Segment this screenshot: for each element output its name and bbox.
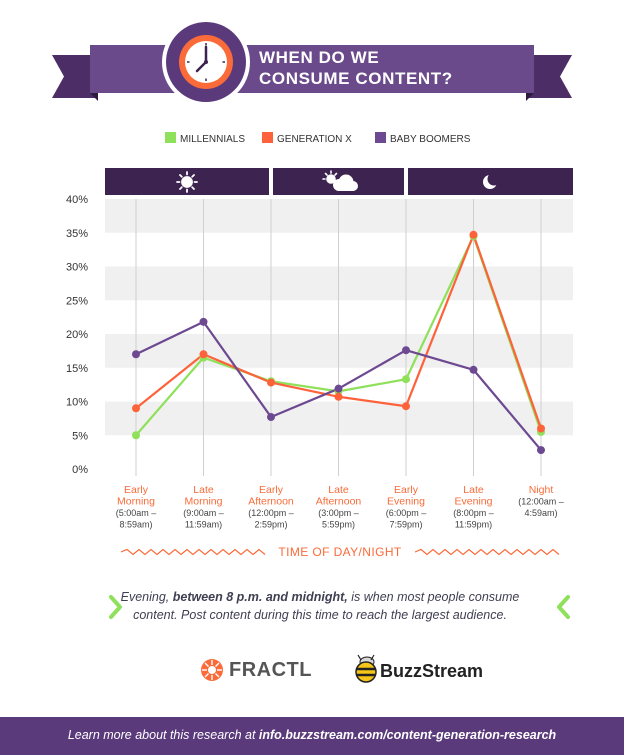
data-point-millennials: [132, 431, 140, 440]
caption: Evening, between 8 p.m. and midnight, is…: [120, 588, 520, 624]
data-point-generation-x: [267, 378, 275, 387]
legend-swatch: [375, 132, 386, 143]
x-category-label: (8:00pm –: [453, 508, 494, 518]
data-point-baby-boomers: [334, 384, 343, 393]
title-line-2: CONSUME CONTENT?: [259, 69, 453, 88]
x-category-label: Afternoon: [248, 496, 294, 508]
y-axis: 0% 5% 10% 15% 20% 25% 30% 35% 40%: [66, 194, 88, 476]
data-point-baby-boomers: [469, 365, 478, 374]
sun-icon: [176, 171, 198, 193]
data-point-generation-x: [132, 404, 140, 413]
x-category-label: 11:59pm): [455, 520, 492, 530]
x-category-label: (5:00am –: [116, 508, 157, 518]
x-category-label: (12:00am –: [518, 497, 564, 507]
data-point-generation-x: [537, 424, 545, 433]
x-category-label: Evening: [455, 496, 493, 508]
x-category-label: Night: [529, 484, 554, 496]
y-tick-label: 25%: [66, 295, 88, 307]
legend-label: BABY BOOMERS: [390, 134, 471, 145]
data-point-baby-boomers: [132, 350, 140, 359]
data-point-generation-x: [402, 402, 410, 411]
legend-label: GENERATION X: [277, 134, 352, 145]
x-category-label: Afternoon: [316, 496, 362, 508]
x-category-label: (3:00pm –: [318, 508, 359, 518]
caption-pre: Evening,: [120, 590, 173, 604]
x-category-label: 11:59am): [185, 520, 222, 530]
title-ribbon: WHEN DO WE CONSUME CONTENT?: [52, 18, 572, 106]
title-line-1: WHEN DO WE: [259, 48, 379, 67]
x-category-label: (9:00am –: [183, 508, 224, 518]
x-category-label: Late: [328, 484, 349, 496]
clock-icon: [179, 35, 233, 89]
legend-label: MILLENNIALS: [180, 134, 245, 145]
x-category-label: 8:59am): [119, 520, 152, 530]
x-category-label: Evening: [387, 496, 425, 508]
caption-post: is when most people consume content. Pos…: [133, 590, 520, 622]
caption-bold: between 8 p.m. and midnight,: [172, 590, 348, 604]
data-point-millennials: [402, 375, 410, 384]
x-category-label: 4:59am): [524, 508, 557, 518]
y-tick-label: 35%: [66, 228, 88, 240]
chevron-left-icon: [557, 595, 570, 619]
data-point-generation-x: [334, 392, 343, 401]
buzzstream-logo-text: BuzzStream: [380, 661, 484, 681]
fractl-logo-text: FRACTL: [229, 659, 312, 681]
category-lines: [135, 199, 542, 476]
period-bars: [105, 168, 573, 195]
legend-swatch: [165, 132, 176, 143]
data-point-baby-boomers: [402, 346, 410, 355]
x-category-label: Morning: [185, 496, 223, 508]
x-category-label: Early: [259, 484, 284, 496]
footer-text: Learn more about this research at info.b…: [0, 728, 624, 742]
fractl-logo-icon: [201, 659, 223, 681]
squiggle-left: [120, 548, 266, 556]
x-axis-title: TIME OF DAY/NIGHT: [120, 545, 560, 559]
legend-swatch: [262, 132, 273, 143]
y-tick-label: 30%: [66, 262, 88, 274]
legend: MILLENNIALS GENERATION X BABY BOOMERS: [165, 132, 471, 145]
footer-bar: Learn more about this research at info.b…: [0, 717, 624, 755]
data-point-baby-boomers: [537, 446, 545, 455]
y-tick-label: 10%: [66, 397, 88, 409]
x-axis-title-text: TIME OF DAY/NIGHT: [278, 545, 402, 559]
x-category-label: Morning: [117, 496, 155, 508]
x-category-label: (6:00pm –: [386, 508, 427, 518]
y-tick-label: 5%: [72, 430, 88, 442]
x-category-label: Early: [394, 484, 419, 496]
y-tick-label: 0%: [72, 464, 88, 476]
x-category-label: Early: [124, 484, 149, 496]
series-lines: [132, 230, 545, 455]
footer-pre: Learn more about this research at: [67, 728, 259, 742]
sun-cloud-icon: [322, 170, 358, 191]
footer-link[interactable]: info.buzzstream.com/content-generation-r…: [258, 728, 557, 742]
data-point-generation-x: [469, 230, 478, 239]
moon-icon: [483, 172, 501, 189]
data-point-baby-boomers: [267, 413, 275, 422]
x-category-label: Late: [193, 484, 214, 496]
squiggle-right: [414, 548, 560, 556]
buzzstream-bee-icon: [355, 654, 377, 683]
data-point-generation-x: [199, 350, 208, 359]
x-category-label: 2:59pm): [254, 520, 287, 530]
data-point-baby-boomers: [199, 317, 208, 326]
y-tick-label: 15%: [66, 363, 88, 375]
x-category-label: 7:59pm): [389, 520, 422, 530]
y-tick-label: 40%: [66, 194, 88, 206]
x-category-label: 5:59pm): [322, 520, 355, 530]
y-tick-label: 20%: [66, 329, 88, 341]
x-category-label: (12:00pm –: [248, 508, 294, 518]
chevron-right-icon: [109, 595, 122, 619]
x-category-label: Late: [463, 484, 484, 496]
